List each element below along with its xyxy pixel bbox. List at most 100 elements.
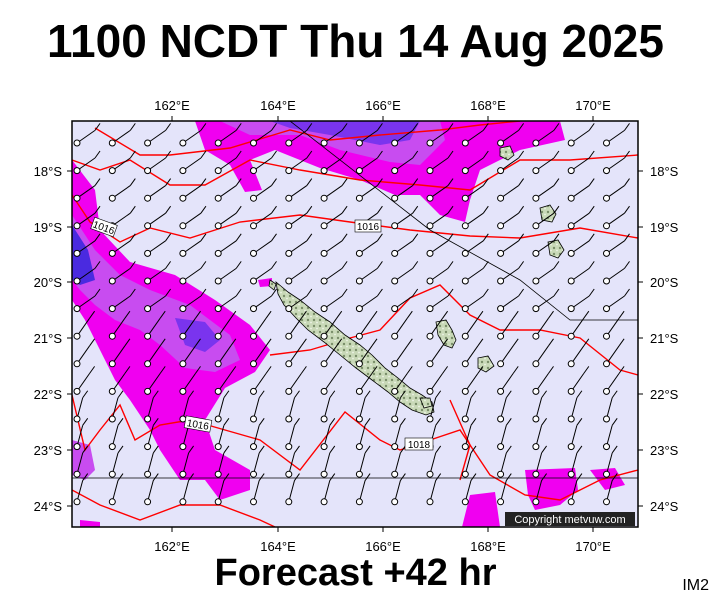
lon-label-top: 164°E [260,98,296,113]
wind-barb [179,445,195,478]
precip-blob-sw [80,520,100,527]
wind-barb [567,445,583,478]
new-caledonia-grande-terre [275,281,435,416]
axis-ticks [67,116,643,532]
lat-label-left: 24°S [34,499,63,514]
wind-barb [73,338,96,368]
wind-barb [567,205,595,230]
wind-barb [179,178,207,202]
wind-barb [214,261,242,285]
wind-barb [320,261,348,285]
lat-label-right: 21°S [650,331,679,346]
wind-barb [426,178,454,202]
wind-barb [214,150,242,175]
wind-barb [603,205,630,230]
wind-barb [285,178,313,202]
wind-barb [250,390,265,423]
wind-barb [355,473,371,506]
wind-barb [108,288,136,313]
wind-barb [532,205,560,230]
lon-label-bottom: 168°E [470,539,506,554]
wind-barb [426,338,449,368]
wind-barb [426,261,454,285]
lon-label-bottom: 166°E [365,539,401,554]
lat-label-left: 18°S [34,164,63,179]
wind-barb [426,123,454,147]
wind-barb [461,233,489,257]
wind-barb [532,178,560,202]
wind-barb [355,445,371,478]
copyright-text: Copyright metvuw.com [514,514,625,526]
wind-barb [285,205,313,230]
wind-barb [461,338,484,368]
wind-barb [285,418,300,451]
lon-labels-bottom: 162°E 164°E 166°E 168°E 170°E [154,539,611,554]
wind-barb [603,150,630,175]
wind-barb [532,445,548,478]
wind-barb [285,233,313,257]
wind-barb [461,310,484,340]
wind-barb [179,338,201,368]
lat-label-left: 20°S [34,275,63,290]
wind-barb [144,445,159,478]
precip-blob-ne [500,121,560,140]
wind-barb [108,123,136,147]
wind-barb [73,261,101,285]
wind-barb [355,150,383,175]
wind-barb [532,390,548,423]
wind-barb [179,418,195,451]
wind-barb [461,366,484,395]
wind-barb [567,338,590,368]
wind-barb [179,390,195,423]
wind-barb [497,310,519,340]
wind-barb [285,390,300,423]
wind-barb [426,473,442,506]
lat-label-right: 20°S [650,275,679,290]
lon-label-bottom: 162°E [154,539,190,554]
wind-barb [532,150,560,175]
wind-barb [391,261,419,285]
copyright-box [505,512,635,526]
mare [419,397,433,409]
wind-barb [144,338,166,368]
wind-barb [567,390,583,423]
wind-barb [461,205,489,230]
wind-barb [250,150,277,175]
wind-barb [250,338,272,368]
wind-barb [461,288,489,313]
wind-barb [285,473,300,506]
wind-barb [567,233,595,257]
precip-blob-se-3 [590,468,625,490]
wind-barb [144,123,172,147]
wind-barb [214,310,237,340]
vanuatu-island-south [547,239,565,259]
isobar-line [94,121,521,156]
wind-barb [285,310,307,340]
wind-barb [355,390,371,423]
isobar-line [72,489,276,527]
wind-barb [214,445,230,478]
wind-barb [603,178,630,202]
wind-barb [603,418,618,451]
wind-barb [461,390,477,423]
wind-barb [144,310,166,340]
wind-barb [391,233,419,257]
wind-barb [250,123,277,147]
lon-label-top: 170°E [575,98,611,113]
wind-barb [144,205,172,230]
lon-label-top: 168°E [470,98,506,113]
wind-barb [497,150,525,175]
precipitation-layer [72,121,625,527]
wind-barb [285,261,313,285]
wind-barb [108,310,131,340]
wind-barb [144,288,172,313]
wind-barb [603,233,630,257]
wind-barb [73,123,101,147]
wind-barb [497,205,525,230]
wind-barb [567,418,583,451]
wind-barb [285,445,300,478]
wind-barb [73,150,101,175]
wind-barb [567,178,595,202]
wind-barb [532,418,548,451]
